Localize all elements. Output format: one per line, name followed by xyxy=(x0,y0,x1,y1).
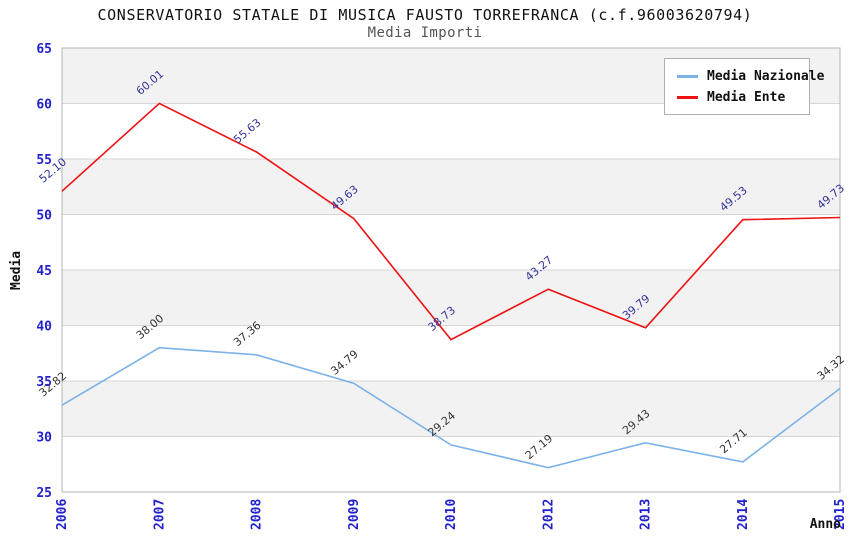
series-line-media-ente xyxy=(61,102,841,341)
x-axis-title: Anno xyxy=(810,517,841,532)
x-tick-label: 2010 xyxy=(444,499,459,530)
x-tick-label: 2015 xyxy=(833,499,848,530)
legend-label: Media Ente xyxy=(707,90,786,105)
y-tick-label: 30 xyxy=(36,431,52,446)
legend-item-media-ente: Media Ente xyxy=(677,87,809,108)
plot-border xyxy=(61,47,841,493)
x-tick-label: 2014 xyxy=(736,499,751,530)
y-tick-label: 25 xyxy=(36,486,52,501)
y-tick-label: 40 xyxy=(36,320,52,335)
grid-band xyxy=(62,270,840,326)
series-line-media-nazionale xyxy=(61,346,841,469)
x-tick-label: 2013 xyxy=(639,499,654,530)
y-tick-label: 50 xyxy=(36,209,52,224)
chart-subtitle: Media Importi xyxy=(367,25,483,41)
y-tick-label: 35 xyxy=(36,375,52,390)
x-tick-label: 2012 xyxy=(541,499,556,530)
grid-band xyxy=(62,381,840,437)
y-tick-label: 45 xyxy=(36,264,52,279)
legend-item-media-nazionale: Media Nazionale xyxy=(677,66,824,87)
legend-label: Media Nazionale xyxy=(707,69,825,84)
x-tick-label: 2009 xyxy=(347,499,362,530)
chart-title: CONSERVATORIO STATALE DI MUSICA FAUSTO T… xyxy=(97,6,753,24)
y-axis-title: Media xyxy=(9,251,24,290)
x-tick-label: 2008 xyxy=(250,499,265,530)
legend-line-swatch xyxy=(677,96,698,99)
data-label: 55.63 xyxy=(231,116,263,146)
data-label: 34.32 xyxy=(815,353,847,383)
grid-band xyxy=(62,159,840,215)
data-label: 34.79 xyxy=(328,347,360,377)
y-tick-label: 55 xyxy=(36,153,52,168)
y-tick-label: 65 xyxy=(36,42,52,57)
x-tick-label: 2007 xyxy=(152,499,167,530)
legend-line-swatch xyxy=(677,75,698,78)
x-tick-label: 2006 xyxy=(55,499,70,530)
legend: Media Nazionale Media Ente xyxy=(664,58,824,115)
y-tick-label: 60 xyxy=(36,98,52,113)
